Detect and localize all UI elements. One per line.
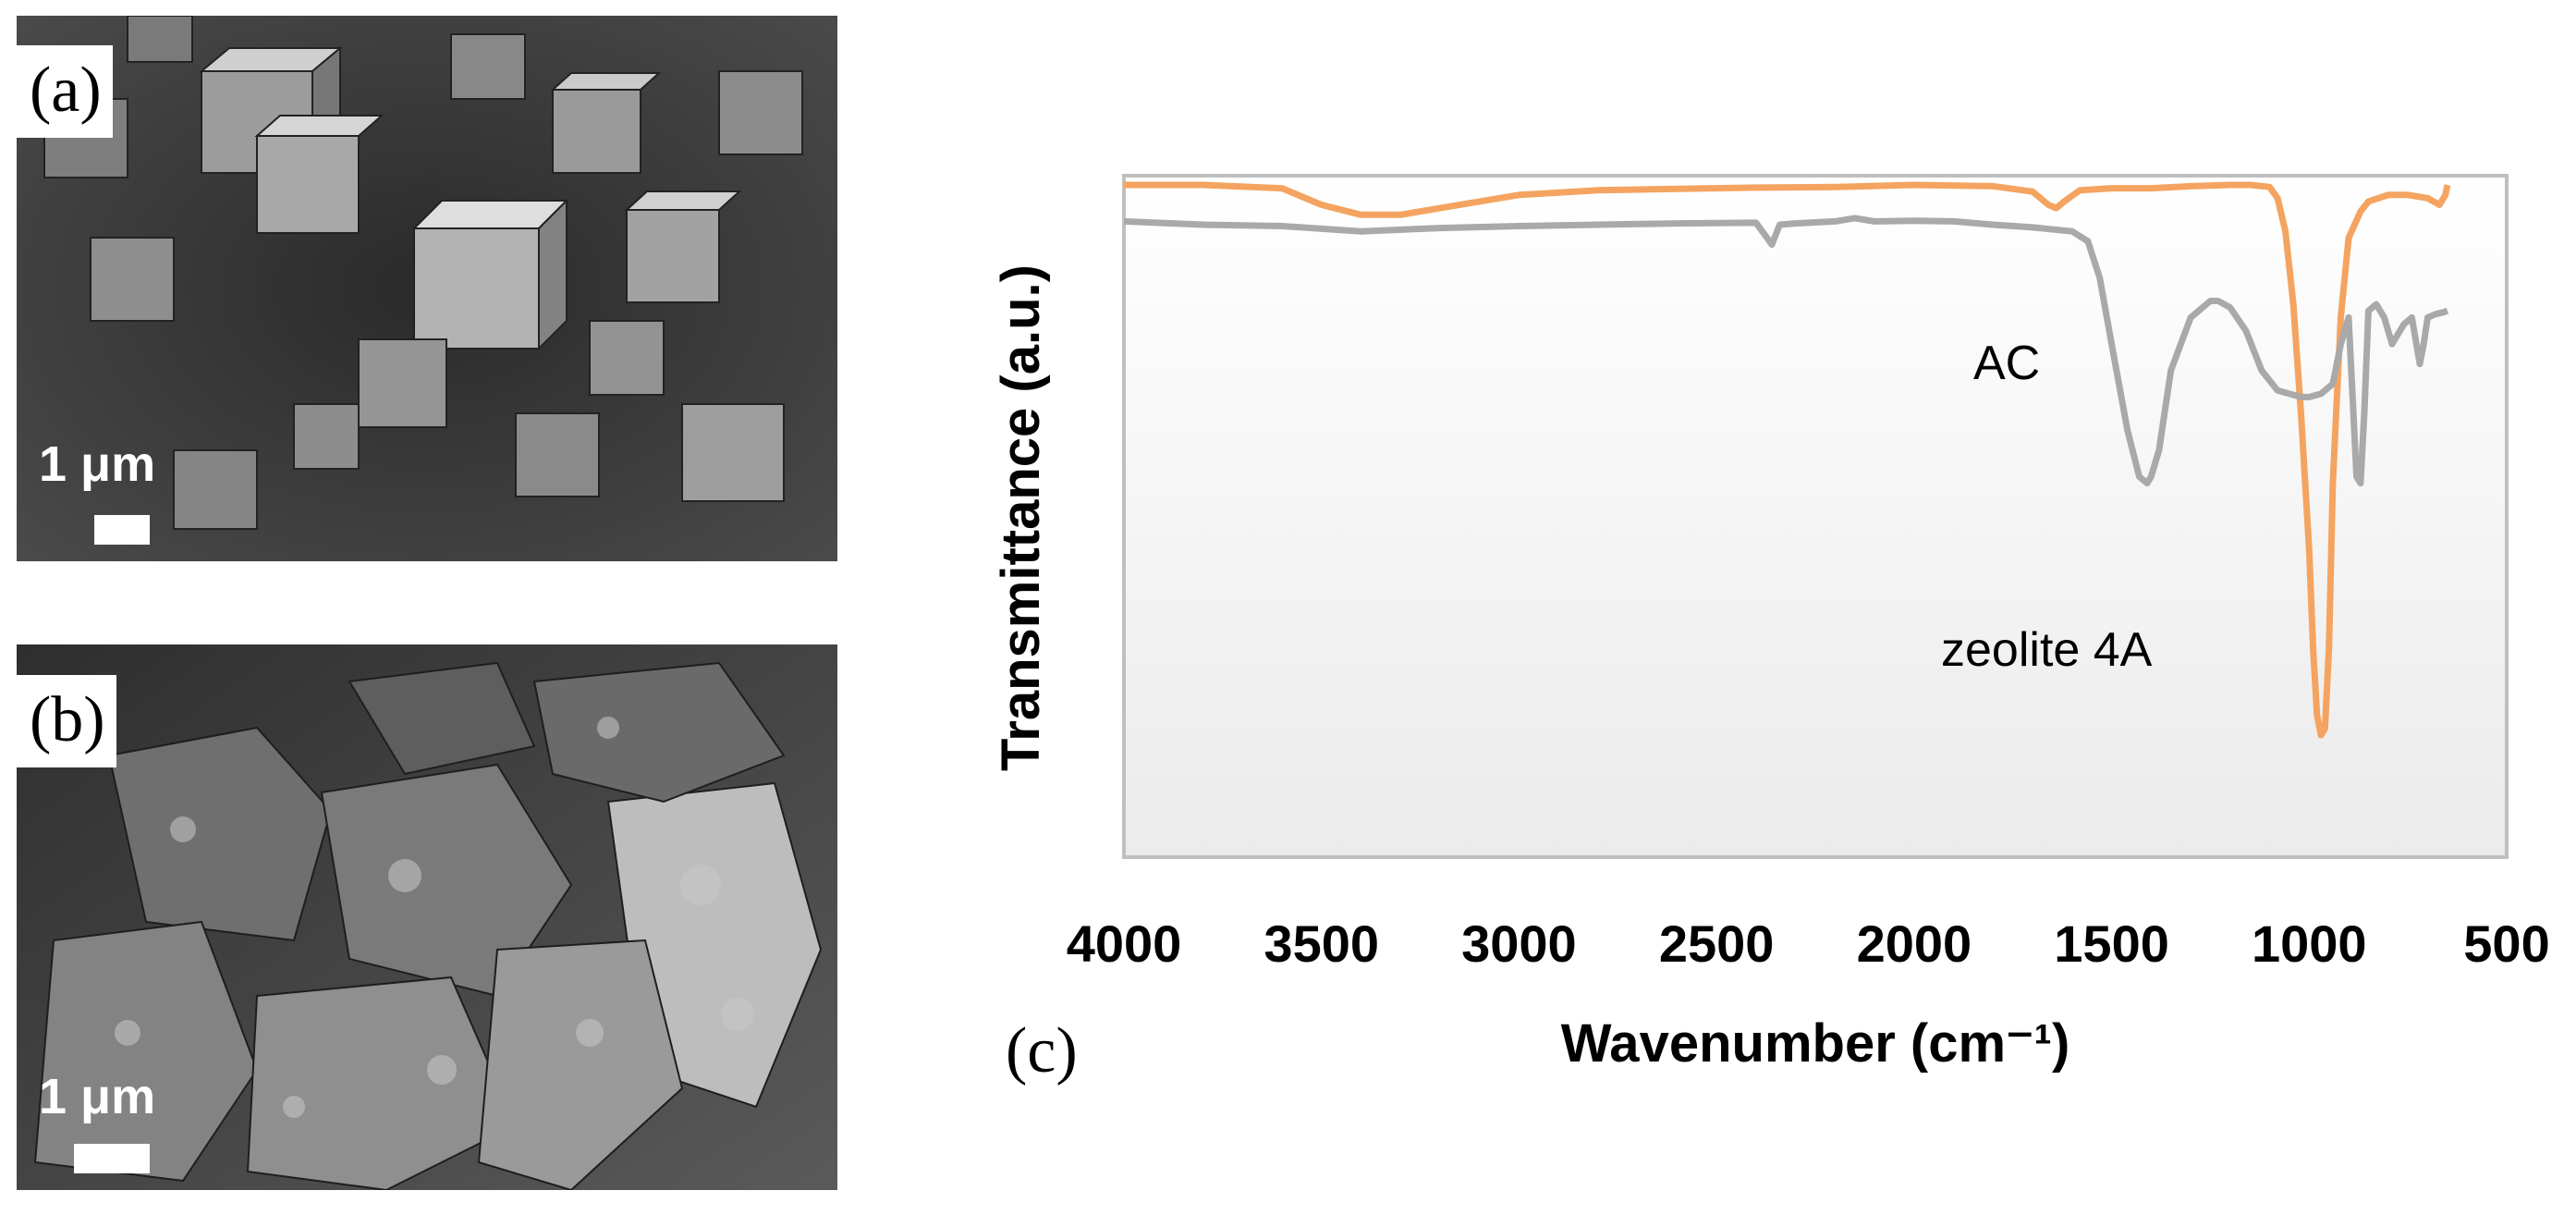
- x-tick-label-2000: 2000: [1857, 914, 1972, 973]
- scale-bar-a: [94, 515, 150, 545]
- x-tick-label-1500: 1500: [2054, 914, 2169, 973]
- scale-text-b: 1 μm: [39, 1069, 156, 1124]
- panel-label-a: (a): [17, 45, 113, 138]
- sem-image-b: (b) 1 μm: [17, 644, 837, 1190]
- plot-area: [1122, 174, 2509, 859]
- scale-bar-b: [74, 1144, 150, 1173]
- panel-label-c: (c): [1006, 1015, 1078, 1086]
- series-layer: [1123, 181, 2451, 739]
- x-tick-label-3000: 3000: [1461, 914, 1577, 973]
- annotation-ac: AC: [1973, 337, 2040, 390]
- x-axis-label: Wavenumber (cm⁻¹): [1561, 1013, 2070, 1073]
- series-line-ac: [1123, 215, 2449, 487]
- scale-text-a: 1 μm: [39, 436, 156, 492]
- sem-image-b-graphic: [17, 644, 837, 1190]
- x-tick-labels: 4000 3500 3000 2500 2000 1500 1000 500: [1067, 914, 2550, 973]
- series-line-zeolite-4a: [1124, 181, 2451, 739]
- x-tick-label-1000: 1000: [2252, 914, 2367, 973]
- x-tick-label-3500: 3500: [1264, 914, 1379, 973]
- x-tick-label-500: 500: [2463, 914, 2549, 973]
- sem-image-a: (a) 1 μm: [17, 16, 837, 561]
- sem-image-a-graphic: [17, 16, 837, 561]
- y-axis-label: Transmittance (a.u.): [991, 264, 1051, 771]
- x-tick-label-2500: 2500: [1659, 914, 1775, 973]
- annotation-zeolite: zeolite 4A: [1941, 623, 2153, 677]
- x-tick-label-4000: 4000: [1067, 914, 1182, 973]
- ftir-chart: 4000 3500 3000 2500 2000 1500 1000 500 AC zeoli…: [991, 174, 2550, 1073]
- panel-label-b: (b): [17, 675, 116, 767]
